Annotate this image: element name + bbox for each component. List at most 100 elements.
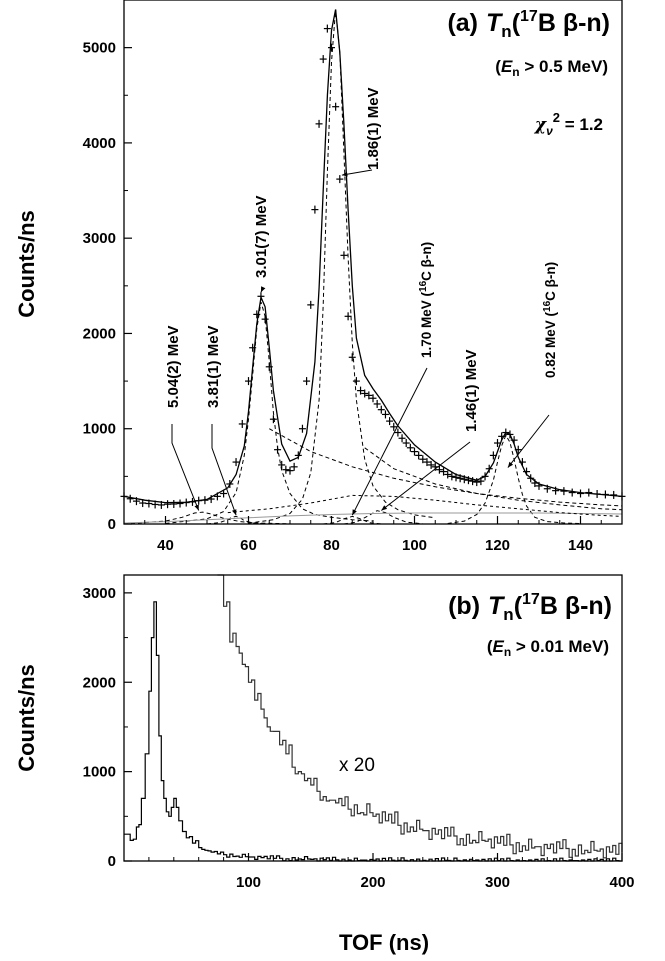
data-point [411, 447, 418, 456]
panel-a: 40 60 80 100 120 140 0 1000 2000 3000 4000 5000 5.0… [14, 0, 626, 554]
chi-superscript: 2 [553, 110, 560, 125]
data-point [464, 476, 472, 485]
annotation-p146: 1.46(1) MeV [380, 349, 480, 511]
panel-b-ylabel: Counts/ns [14, 664, 39, 772]
series-component-3.01 [165, 301, 374, 524]
annotation-arrowhead [381, 505, 388, 511]
data-point [315, 119, 323, 128]
data-point [377, 405, 385, 414]
annotation-label: 0.82 MeV (16C β-n) [542, 262, 558, 378]
series-background-1 [123, 512, 623, 524]
annotation-arrowhead [352, 509, 357, 516]
data-point [352, 377, 360, 386]
data-point [373, 399, 381, 408]
data-point [460, 475, 468, 484]
data-point [151, 500, 159, 509]
data-point [440, 467, 448, 476]
panel-b-plot-frame [123, 574, 623, 862]
series-tail-1 [269, 428, 623, 507]
annotation-label: 3.01(7) MeV [253, 195, 270, 278]
data-point [568, 488, 576, 497]
data-point [477, 477, 485, 486]
data-point [390, 422, 398, 431]
data-point [332, 102, 340, 111]
panel-b-title-sup: 17 [522, 591, 540, 608]
data-point [132, 497, 140, 506]
data-point [336, 175, 344, 184]
data-point [226, 479, 234, 488]
data-point [394, 428, 402, 437]
panel-b-title: (b) Tn(17B β-n) [448, 591, 612, 624]
b-xtick-label: 400 [609, 874, 634, 891]
b-ytick-label: 3000 [83, 585, 116, 602]
annotation-arrowhead [260, 286, 266, 293]
a-ytick-label: 4000 [83, 135, 116, 152]
data-point [494, 439, 501, 448]
chi-symbol: χ [534, 115, 548, 135]
data-point [238, 419, 246, 428]
data-point [195, 496, 203, 505]
series-component-3.81 [206, 515, 266, 525]
annotation-leader [351, 367, 428, 516]
data-point [290, 462, 298, 471]
data-point [145, 499, 153, 508]
data-point [278, 460, 286, 469]
data-point [361, 389, 369, 398]
panel-a-annotations: 5.04(2) MeV 3.81(1) MeV 3.01(7) MeV 1.86(1)… [165, 87, 558, 516]
annotation-label: 3.81(1) MeV [205, 325, 222, 408]
a-xtick-label: 100 [402, 537, 427, 554]
annotation-label: 1.46(1) MeV [463, 349, 480, 432]
panel-b-subtitle-rest: > 0.01 MeV) [511, 637, 609, 656]
panel-a-chi-square: χν2 = 1.2 [534, 110, 603, 138]
panel-b-subtitle-open: ( [487, 637, 493, 656]
panel-b-title-prefix: (b) [448, 592, 480, 620]
panel-a-title-var: T [486, 9, 504, 37]
data-point [518, 458, 526, 467]
data-point [498, 432, 506, 441]
panel-a-title-rest: B β-n) [538, 9, 610, 37]
b-ytick-label: 2000 [83, 674, 116, 691]
data-point [369, 394, 377, 403]
data-point [139, 499, 147, 508]
data-point [164, 500, 172, 509]
data-point [510, 436, 518, 445]
panel-a-ylabel: Counts/ns [14, 210, 39, 318]
data-point [232, 458, 240, 467]
data-point [514, 445, 522, 454]
annotation-label: 1.86(1) MeV [365, 87, 382, 170]
data-point [523, 467, 531, 476]
data-point [340, 251, 348, 260]
annotation-leader [211, 424, 237, 516]
data-point [481, 472, 489, 481]
annotation-p381: 3.81(1) MeV [205, 325, 237, 516]
data-point [365, 391, 373, 400]
panel-a-plot-frame [123, 0, 623, 525]
data-point [552, 486, 560, 495]
panel-a-title-sup: 17 [520, 8, 538, 25]
panel-b-ticks: 100 200 300 400 0 1000 2000 3000 [83, 585, 635, 891]
data-point [502, 428, 510, 437]
data-point [469, 477, 477, 486]
b-xtick-label: 300 [485, 874, 510, 891]
annotation-p082: 0.82 MeV (16C β-n) [507, 262, 558, 468]
series-tail-2 [364, 447, 623, 511]
panel-b-subtitle: (En > 0.01 MeV) [487, 637, 609, 659]
b-ytick-label: 0 [108, 853, 116, 870]
series-component-1.86 [248, 9, 436, 524]
panel-a-title-sub: n [501, 22, 511, 41]
data-point [456, 474, 464, 483]
data-point [265, 362, 273, 371]
a-ytick-label: 5000 [83, 40, 116, 57]
panel-a-subtitle-var: E [501, 57, 513, 76]
data-point [357, 386, 365, 395]
data-point [253, 310, 261, 319]
data-point [269, 415, 277, 424]
panel-b-title-open: ( [514, 592, 523, 620]
annotation-arrowhead [341, 171, 348, 177]
data-point [126, 494, 134, 503]
series-spectrum-x20 [217, 574, 623, 859]
series-component-1.46 [343, 510, 423, 525]
b-xtick-label: 100 [236, 874, 261, 891]
data-point [274, 445, 282, 454]
